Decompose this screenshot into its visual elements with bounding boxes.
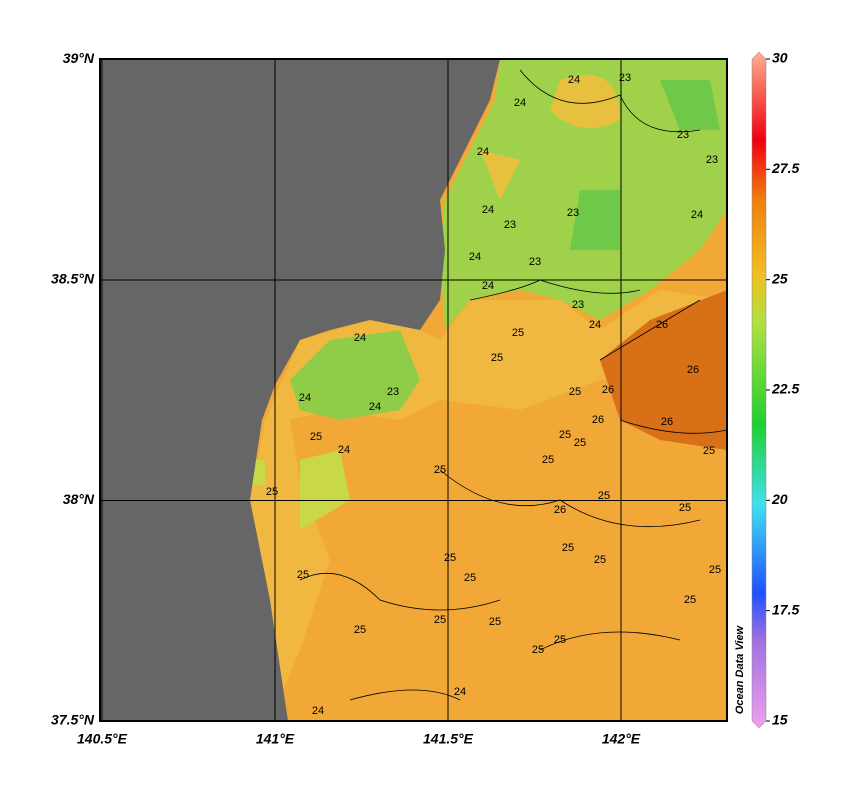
contour-label: 23 — [706, 154, 718, 166]
contour-label: 26 — [592, 414, 604, 426]
watermark: Ocean Data View — [734, 624, 746, 714]
contour-label: 24 — [469, 251, 481, 263]
contour-label: 25 — [542, 454, 554, 466]
contour-label: 25 — [512, 327, 524, 339]
contour-label: 23 — [619, 72, 631, 84]
lon-tick-label: 141°E — [256, 731, 295, 747]
contour-label: 25 — [562, 542, 574, 554]
contour-label: 25 — [554, 634, 566, 646]
contour-label: 24 — [568, 74, 580, 86]
contour-label: 25 — [594, 554, 606, 566]
contour-label: 25 — [532, 644, 544, 656]
lon-tick-label: 140.5°E — [77, 731, 128, 747]
contour-label: 26 — [602, 384, 614, 396]
contour-label: 23 — [572, 299, 584, 311]
contour-label: 25 — [574, 437, 586, 449]
contour-label: 24 — [691, 209, 703, 221]
contour-label: 25 — [598, 490, 610, 502]
contour-label: 25 — [569, 386, 581, 398]
colorbar-label: 30 — [772, 50, 788, 66]
contour-label: 24 — [338, 444, 350, 456]
contour-label: 26 — [661, 416, 673, 428]
contour-label: 24 — [354, 332, 366, 344]
contour-label: 25 — [434, 464, 446, 476]
contour-label: 23 — [529, 256, 541, 268]
colorbar-label: 15 — [772, 712, 788, 728]
colorbar-label: 25 — [771, 270, 788, 286]
contour-label: 25 — [310, 431, 322, 443]
contour-label: 25 — [434, 614, 446, 626]
contour-label: 26 — [687, 364, 699, 376]
contour-label: 24 — [477, 146, 489, 158]
lat-tick-label: 38.5°N — [51, 271, 95, 287]
colorbar-label: 20 — [771, 491, 788, 507]
contour-label: 25 — [684, 594, 696, 606]
colorbar-label: 17.5 — [772, 601, 799, 617]
contour-label: 23 — [677, 129, 689, 141]
contour-label: 24 — [482, 204, 494, 216]
contour-label: 25 — [297, 569, 309, 581]
colorbar-label: 27.5 — [771, 160, 799, 176]
contour-label: 25 — [266, 486, 278, 498]
contour-label: 24 — [299, 392, 311, 404]
lat-tick-label: 37.5°N — [51, 712, 95, 728]
contour-label: 23 — [504, 219, 516, 231]
contour-label: 25 — [491, 352, 503, 364]
contour-label: 25 — [444, 552, 456, 564]
contour-label: 26 — [554, 504, 566, 516]
contour-label: 23 — [387, 386, 399, 398]
map-frame — [99, 58, 728, 722]
lon-tick-label: 141.5°E — [423, 731, 474, 747]
lat-tick-label: 39°N — [63, 50, 95, 66]
contour-label: 25 — [559, 429, 571, 441]
contour-label: 25 — [703, 445, 715, 457]
colorbar — [751, 51, 767, 729]
contour-label: 26 — [656, 319, 668, 331]
contour-label: 24 — [514, 97, 526, 109]
contour-label: 25 — [464, 572, 476, 584]
contour-label: 25 — [354, 624, 366, 636]
colorbar-label: 22.5 — [771, 381, 799, 397]
contour-label: 24 — [482, 280, 494, 292]
lon-tick-label: 142°E — [602, 731, 641, 747]
map-field — [100, 59, 727, 721]
contour-label: 25 — [489, 616, 501, 628]
contour-label: 23 — [567, 207, 579, 219]
contour-label: 25 — [679, 502, 691, 514]
contour-label: 24 — [454, 686, 466, 698]
contour-label: 24 — [589, 319, 601, 331]
lat-tick-label: 38°N — [63, 491, 95, 507]
contour-label: 24 — [312, 705, 324, 717]
contour-label: 24 — [369, 401, 381, 413]
contour-label: 25 — [709, 564, 721, 576]
